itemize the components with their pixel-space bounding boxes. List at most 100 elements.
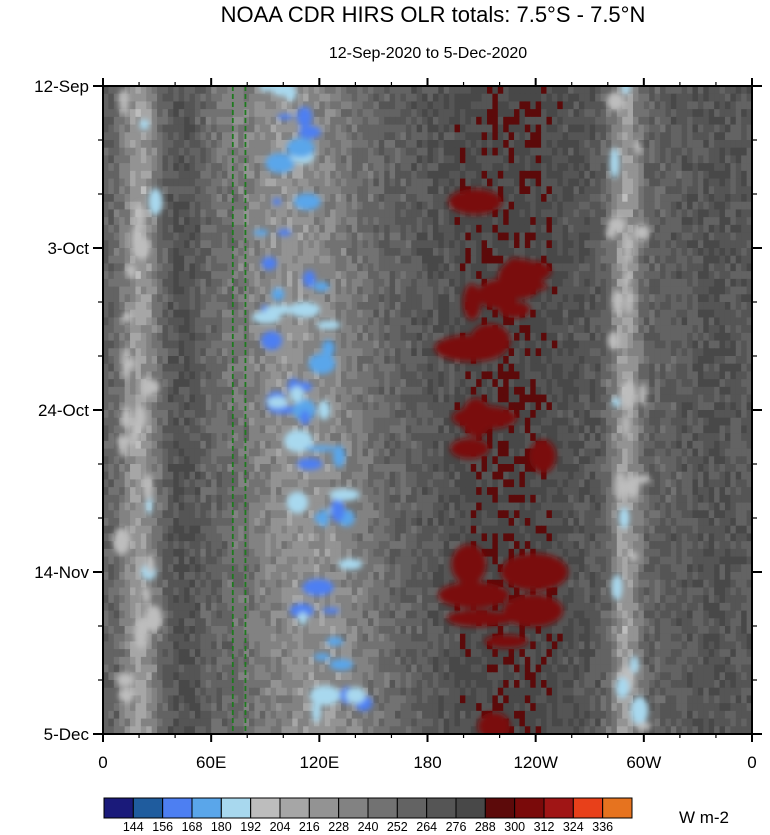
- heatmap-cell: [595, 232, 602, 241]
- heatmap-cell: [438, 302, 445, 311]
- heatmap-cell: [297, 101, 304, 110]
- heatmap-cell: [173, 332, 180, 342]
- heatmap-cell: [589, 194, 596, 203]
- heatmap-cell: [687, 302, 694, 311]
- heatmap-cell: [665, 263, 672, 272]
- heatmap-cell: [703, 101, 710, 110]
- heatmap-cell: [389, 278, 396, 288]
- heatmap-cell: [130, 140, 137, 149]
- heatmap-cell: [497, 224, 504, 234]
- heatmap-cell: [443, 325, 450, 334]
- heatmap-cell: [438, 224, 445, 234]
- heatmap-cell: [459, 302, 466, 311]
- heatmap-cell: [524, 348, 531, 357]
- heatmap-cell: [476, 232, 483, 241]
- heatmap-cell: [416, 186, 423, 195]
- heatmap-cell: [703, 178, 710, 187]
- heatmap-cell: [605, 209, 612, 218]
- heatmap-cell: [357, 263, 364, 272]
- heatmap-cell: [584, 209, 591, 218]
- heatmap-cell: [378, 201, 385, 211]
- heatmap-cell: [519, 348, 526, 357]
- heatmap-cell: [724, 371, 731, 380]
- heatmap-cell: [476, 132, 483, 141]
- heatmap-cell: [573, 201, 580, 211]
- heatmap-cell: [254, 278, 261, 288]
- heatmap-cell: [378, 317, 385, 326]
- heatmap-cell: [200, 170, 207, 180]
- heatmap-cell: [400, 309, 407, 319]
- heatmap-cell: [411, 309, 418, 319]
- heatmap-cell: [119, 116, 126, 126]
- heatmap-cell: [719, 286, 726, 295]
- heatmap-cell: [519, 248, 526, 257]
- heatmap-cell: [535, 163, 542, 172]
- heatmap-cell: [130, 402, 137, 411]
- heatmap-cell: [400, 294, 407, 303]
- heatmap-cell: [400, 155, 407, 164]
- heatmap-cell: [741, 209, 748, 218]
- heatmap-cell: [292, 286, 299, 295]
- heatmap-cell: [622, 147, 629, 157]
- heatmap-cell: [443, 86, 450, 95]
- heatmap-cell: [497, 356, 504, 365]
- heatmap-cell: [568, 147, 575, 157]
- heatmap-cell: [687, 278, 694, 288]
- heatmap-cell: [703, 248, 710, 257]
- heatmap-cell: [178, 147, 185, 157]
- heatmap-cell: [405, 363, 412, 373]
- heatmap-cell: [227, 394, 234, 403]
- heatmap-cell: [157, 363, 164, 373]
- heatmap-cell: [595, 109, 602, 118]
- heatmap-cell: [357, 240, 364, 249]
- heatmap-cell: [167, 248, 174, 257]
- heatmap-cell: [643, 302, 650, 311]
- heatmap-cell: [605, 140, 612, 149]
- heatmap-cell: [362, 93, 369, 103]
- heatmap-cell: [454, 394, 461, 403]
- heatmap-cell: [265, 194, 272, 203]
- heatmap-cell: [670, 386, 677, 396]
- heatmap-cell: [270, 379, 277, 388]
- heatmap-cell: [524, 379, 531, 388]
- heatmap-cell: [346, 132, 353, 141]
- heatmap-cell: [551, 232, 558, 241]
- heatmap-cell: [205, 317, 212, 326]
- heatmap-cell: [200, 186, 207, 195]
- heatmap-cell: [276, 109, 283, 118]
- heatmap-cell: [313, 394, 320, 403]
- heatmap-cell: [611, 194, 618, 203]
- heatmap-cell: [746, 93, 752, 103]
- heatmap-cell: [449, 170, 456, 180]
- heatmap-cell: [373, 379, 380, 388]
- heatmap-cell: [265, 186, 272, 195]
- heatmap-cell: [719, 232, 726, 241]
- heatmap-cell: [681, 186, 688, 195]
- heatmap-cell: [286, 170, 293, 180]
- heatmap-cell: [416, 286, 423, 295]
- heatmap-cell: [627, 317, 634, 326]
- heatmap-cell: [681, 155, 688, 164]
- heatmap-cell: [254, 101, 261, 110]
- heatmap-cell: [411, 255, 418, 265]
- heatmap-cell: [616, 240, 623, 249]
- heatmap-cell: [449, 140, 456, 149]
- heatmap-cell: [633, 163, 640, 172]
- heatmap-cell: [649, 317, 656, 326]
- heatmap-cell: [416, 116, 423, 126]
- heatmap-cell: [670, 348, 677, 357]
- heatmap-cell: [281, 248, 288, 257]
- heatmap-cell: [389, 124, 396, 133]
- heatmap-cell: [384, 371, 391, 380]
- heatmap-cell: [584, 302, 591, 311]
- heatmap-cell: [335, 302, 342, 311]
- heatmap-cell: [194, 302, 201, 311]
- heatmap-cell: [660, 178, 667, 187]
- heatmap-cell: [578, 217, 585, 226]
- heatmap-cell: [113, 317, 120, 326]
- heatmap-cell: [557, 201, 564, 211]
- heatmap-cell: [189, 240, 196, 249]
- heatmap-cell: [357, 224, 364, 234]
- heatmap-cell: [162, 302, 169, 311]
- heatmap-cell: [157, 340, 164, 349]
